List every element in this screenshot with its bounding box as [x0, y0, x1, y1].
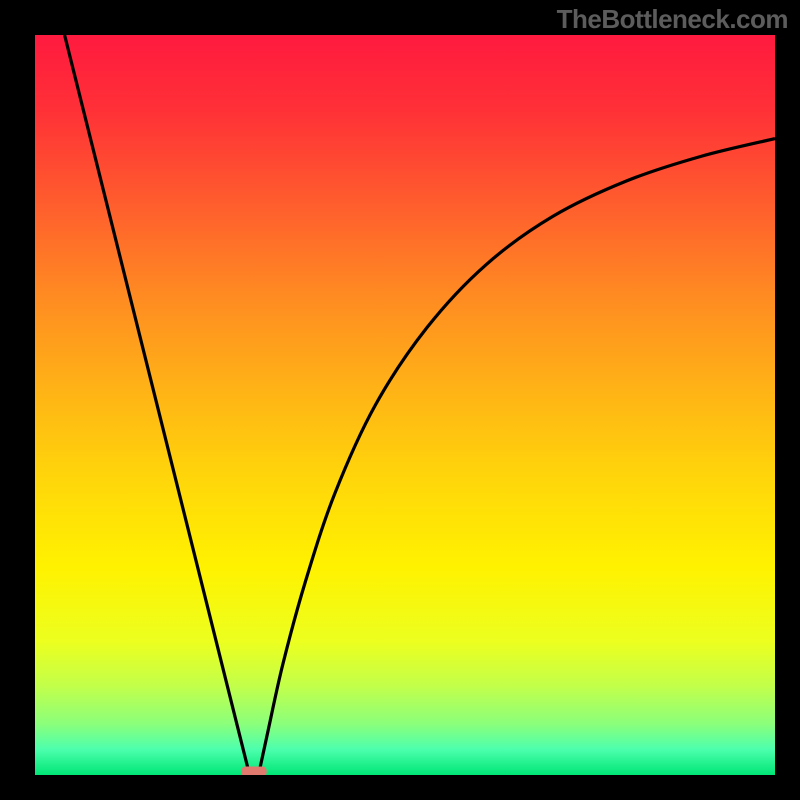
watermark-text: TheBottleneck.com — [557, 4, 788, 35]
curve-right-branch — [258, 139, 775, 775]
curve-left-branch — [65, 35, 250, 775]
bottleneck-curve — [35, 35, 775, 775]
minimum-marker — [241, 767, 266, 776]
plot-area — [35, 35, 775, 775]
